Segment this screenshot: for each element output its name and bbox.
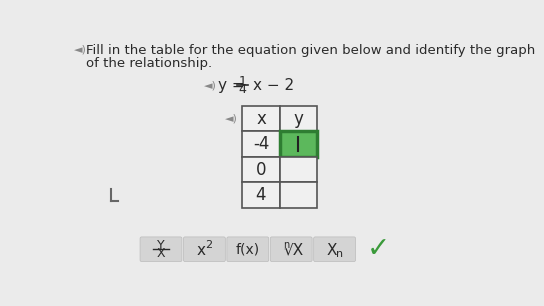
Text: 4: 4 xyxy=(238,83,246,96)
Text: -4: -4 xyxy=(253,135,269,153)
Text: ✓: ✓ xyxy=(366,235,390,263)
Text: n: n xyxy=(336,249,344,259)
Bar xyxy=(243,157,280,182)
Text: x: x xyxy=(197,243,206,258)
Text: Y: Y xyxy=(157,239,165,252)
Text: ◄): ◄) xyxy=(74,44,87,54)
Bar xyxy=(243,182,280,208)
Text: f(x): f(x) xyxy=(236,242,260,256)
Text: y: y xyxy=(293,110,303,128)
FancyBboxPatch shape xyxy=(314,237,356,262)
Bar xyxy=(243,106,280,132)
Bar xyxy=(280,106,317,132)
Text: 1: 1 xyxy=(238,75,246,88)
Text: n: n xyxy=(283,240,289,250)
Text: X: X xyxy=(327,243,337,258)
Text: Fill in the table for the equation given below and identify the graph: Fill in the table for the equation given… xyxy=(86,44,535,58)
Text: x: x xyxy=(256,110,266,128)
Text: y =: y = xyxy=(218,79,244,94)
Text: x − 2: x − 2 xyxy=(253,78,294,93)
Text: 0: 0 xyxy=(256,161,266,178)
FancyBboxPatch shape xyxy=(183,237,225,262)
Bar xyxy=(243,132,280,157)
Text: ◄): ◄) xyxy=(225,114,238,124)
Bar xyxy=(280,182,317,208)
FancyBboxPatch shape xyxy=(140,237,182,262)
Bar xyxy=(280,157,317,182)
Text: ◄): ◄) xyxy=(203,81,217,91)
Text: 4: 4 xyxy=(256,186,266,204)
FancyBboxPatch shape xyxy=(270,237,312,262)
Text: of the relationship.: of the relationship. xyxy=(86,57,212,70)
Text: √X: √X xyxy=(283,243,304,258)
Text: X: X xyxy=(157,247,165,260)
Bar xyxy=(280,132,317,157)
Text: 2: 2 xyxy=(206,241,213,250)
FancyBboxPatch shape xyxy=(227,237,269,262)
